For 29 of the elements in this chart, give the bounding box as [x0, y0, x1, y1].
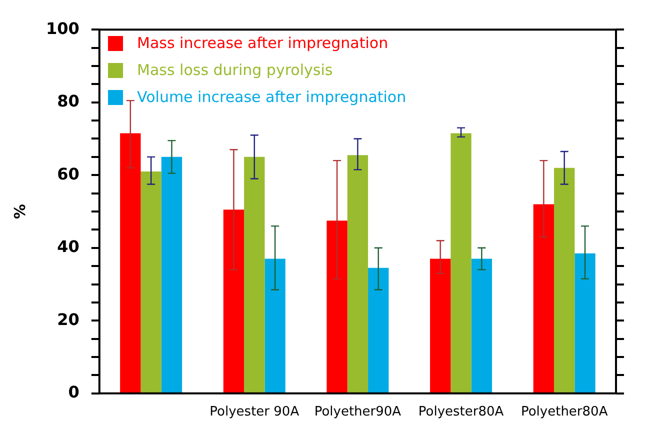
- bar: [140, 171, 162, 393]
- bar: [471, 258, 492, 393]
- bar: [430, 258, 451, 393]
- bar: [533, 204, 554, 393]
- bar: [264, 258, 286, 393]
- legend-label: Mass increase after impregnation: [137, 34, 388, 52]
- legend-label: Volume increase after impregnation: [137, 88, 406, 106]
- bar: [450, 133, 472, 393]
- bar: [120, 133, 141, 393]
- y-tick-label: 60: [57, 164, 80, 184]
- bar: [574, 253, 596, 393]
- x-tick-label: Polyether90A: [314, 404, 402, 420]
- y-axis-title: %: [10, 204, 29, 220]
- x-tick-label: Polyester 90A: [210, 404, 300, 420]
- y-tick-label: 20: [57, 310, 80, 329]
- y-tick-label: 40: [57, 237, 80, 256]
- legend-label: Mass loss during pyrolysis: [137, 61, 333, 79]
- bar: [326, 220, 348, 393]
- bar: [223, 210, 244, 393]
- bar: [554, 168, 575, 393]
- bar: [368, 268, 389, 393]
- x-tick-label: Polyester80A: [418, 404, 504, 420]
- bar: [161, 156, 182, 393]
- y-tick-label: 0: [68, 382, 80, 402]
- bar: [347, 155, 368, 393]
- bar: [244, 156, 265, 393]
- y-tick-label: 80: [57, 92, 80, 111]
- x-tick-label: Polyether80A: [520, 404, 608, 420]
- y-tick-label: 100: [46, 18, 80, 38]
